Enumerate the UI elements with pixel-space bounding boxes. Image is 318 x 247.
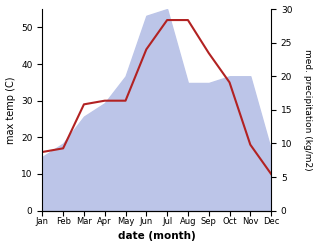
Y-axis label: max temp (C): max temp (C) (5, 76, 16, 144)
X-axis label: date (month): date (month) (118, 231, 196, 242)
Y-axis label: med. precipitation (kg/m2): med. precipitation (kg/m2) (303, 49, 313, 171)
